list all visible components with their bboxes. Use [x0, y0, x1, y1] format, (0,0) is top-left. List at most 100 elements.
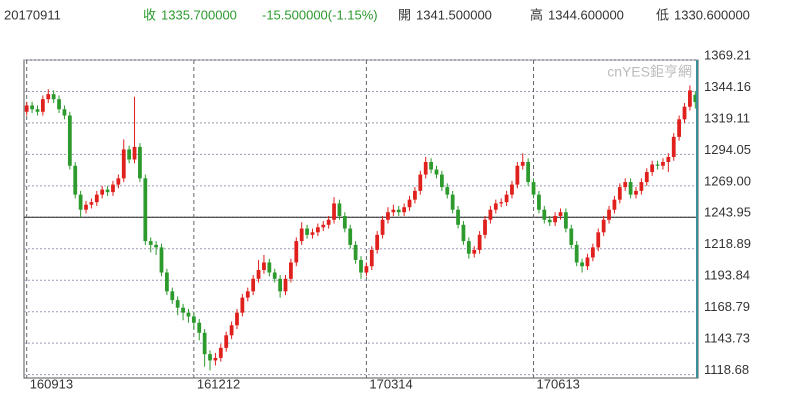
header-close-label: 收 [143, 7, 156, 22]
candle-body [321, 224, 326, 228]
candle-body [537, 194, 541, 210]
candle-body [315, 227, 320, 233]
candle-body [413, 190, 417, 200]
candle-body [510, 184, 514, 195]
candle-body [191, 316, 196, 323]
y-tick-label: 1193.84 [704, 268, 750, 283]
candle-body [272, 272, 277, 279]
candle-body [445, 187, 450, 195]
candle-body [251, 278, 256, 292]
candle-body [262, 262, 266, 270]
x-tick-label: 161212 [197, 376, 240, 391]
candle-body [693, 94, 698, 103]
candle-body [515, 165, 520, 185]
candle-body [310, 232, 315, 235]
candle-body [639, 182, 644, 191]
candle-body [35, 109, 40, 112]
candle-body [40, 99, 45, 112]
candle-body [607, 209, 611, 220]
candle-body [170, 291, 175, 301]
candle-body [493, 203, 498, 210]
candle-body [456, 209, 460, 225]
candle-body [337, 203, 342, 216]
candle-body [138, 146, 142, 179]
candle-body [450, 194, 455, 210]
candle-body [278, 278, 283, 292]
y-tick-label: 1269.00 [704, 173, 751, 188]
candle-body [100, 189, 105, 195]
candle-body [67, 115, 72, 166]
candle-body [127, 149, 132, 160]
candle-body [542, 209, 547, 220]
candle-body [564, 212, 568, 229]
candle-body [353, 244, 358, 260]
candle-body [499, 202, 504, 204]
candle-body [165, 272, 169, 292]
candle-body [197, 322, 202, 333]
candle-body [661, 161, 665, 166]
candle-body [62, 109, 67, 116]
candle-body [175, 300, 180, 308]
candle-body [224, 335, 229, 348]
candle-body [596, 232, 601, 248]
candle-body [111, 184, 115, 193]
header-low: 1330.600000 [674, 7, 750, 22]
candle-body [396, 209, 401, 213]
candle-body [655, 164, 660, 166]
candle-body [375, 234, 380, 250]
candle-body [105, 189, 110, 193]
candle-body [148, 241, 153, 245]
x-tick-label: 170613 [537, 376, 580, 391]
candle-body [553, 215, 557, 223]
candle-body [348, 228, 353, 245]
candle-body [601, 219, 606, 233]
candle-body [483, 219, 487, 235]
candle-body [132, 146, 137, 160]
candle-body [429, 161, 433, 170]
candle-body [245, 291, 250, 298]
candle-body [94, 194, 99, 203]
candle-body [688, 90, 692, 107]
candle-body [294, 241, 299, 263]
candle-body [472, 249, 477, 254]
candle-body [569, 228, 574, 245]
candle-body [299, 228, 304, 242]
candle-body [121, 149, 126, 179]
candle-body [531, 182, 536, 195]
candle-body [332, 203, 336, 220]
y-tick-label: 1344.16 [704, 79, 751, 94]
y-tick-label: 1218.89 [704, 236, 751, 251]
header-low-label: 低 [656, 7, 669, 22]
candle-body [369, 249, 374, 267]
candle-body [386, 212, 390, 220]
candle-body [418, 174, 423, 191]
candle-body [51, 94, 56, 100]
x-tick-label: 170314 [369, 376, 412, 391]
candle-body [181, 307, 185, 313]
y-tick-label: 1168.79 [704, 299, 750, 314]
candle-body [46, 94, 51, 100]
candle-body [634, 190, 638, 195]
candle-body [612, 199, 617, 210]
header-open: 1341.500000 [416, 7, 492, 22]
candle-body [391, 209, 396, 213]
candle-body [24, 105, 29, 112]
candle-body [213, 357, 218, 361]
candle-body [666, 156, 671, 162]
candle-body [466, 241, 471, 254]
candle-body [488, 209, 493, 220]
candle-body [617, 187, 622, 200]
candle-body [283, 278, 288, 292]
candle-body [682, 106, 687, 120]
candle-body [159, 247, 164, 273]
candle-body [229, 325, 234, 336]
candle-body [289, 262, 293, 279]
y-tick-label: 1243.95 [704, 205, 751, 220]
candle-body [30, 105, 34, 110]
candle-body [558, 212, 563, 216]
y-tick-label: 1369.21 [704, 47, 751, 62]
y-tick-label: 1143.73 [704, 331, 750, 346]
candle-body [240, 297, 245, 313]
candle-body [628, 182, 633, 195]
